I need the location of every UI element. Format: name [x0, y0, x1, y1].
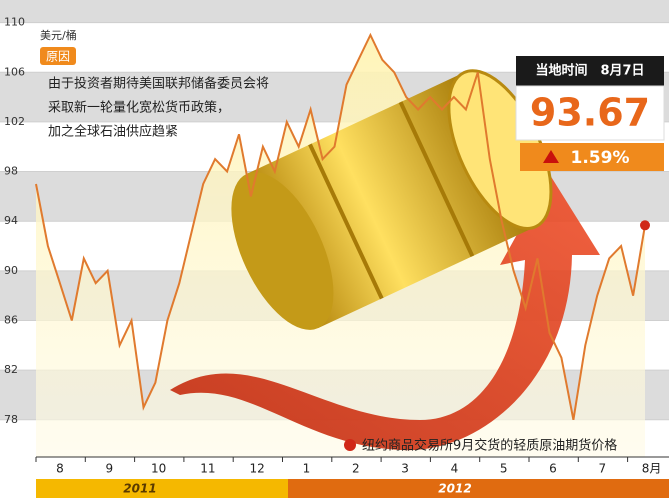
callout-change-box [520, 143, 664, 171]
y-tick-label: 110 [4, 16, 25, 29]
x-tick-label: 2 [352, 462, 360, 476]
x-tick-label: 6 [549, 462, 557, 476]
x-tick-label: 8月 [642, 462, 662, 476]
y-tick-label: 98 [4, 165, 18, 178]
legend-label: 纽约商品交易所9月交货的轻质原油期货价格 [362, 438, 617, 454]
year-label: 2011 [123, 482, 156, 496]
x-tick-label: 3 [401, 462, 409, 476]
x-tick-label: 8 [56, 462, 64, 476]
up-icon [543, 150, 559, 163]
reason-line: 采取新一轮量化宽松货币政策， [48, 100, 230, 116]
legend-marker [344, 439, 356, 451]
x-tick-label: 1 [303, 462, 311, 476]
y-tick-label: 94 [4, 214, 18, 227]
decor-arrow [170, 175, 600, 451]
year-band [36, 479, 288, 498]
decor-barrel [231, 69, 553, 330]
callout-value: 93.67 [530, 91, 650, 135]
end-point [640, 220, 650, 231]
reason-line: 加之全球石油供应趋紧 [48, 124, 178, 140]
reason-tag: 原因 [46, 50, 70, 64]
reason-tag-bg [40, 47, 76, 65]
callout-header [516, 56, 664, 86]
x-tick-label: 10 [151, 462, 166, 476]
x-tick-label: 12 [250, 462, 265, 476]
y-tick-label: 78 [4, 413, 18, 426]
y-tick-label: 102 [4, 115, 25, 128]
x-tick-label: 5 [500, 462, 508, 476]
y-tick-label: 90 [4, 264, 18, 277]
y-unit: 美元/桶 [40, 28, 77, 42]
y-tick-label: 82 [4, 363, 18, 376]
reason-line: 由于投资者期待美国联邦储备委员会将 [48, 76, 269, 92]
callout-box [515, 85, 665, 141]
x-tick-label: 11 [200, 462, 215, 476]
grid-band [0, 0, 669, 23]
year-label: 2012 [438, 482, 471, 496]
x-tick-label: 4 [451, 462, 459, 476]
callout-date: 当地时间 8月7日 [535, 63, 644, 79]
x-tick-label: 7 [598, 462, 606, 476]
y-tick-label: 106 [4, 65, 25, 78]
price-line [35, 32, 646, 420]
x-tick-label: 9 [105, 462, 113, 476]
line-layer [35, 32, 650, 420]
callout-change: 1.59% [571, 148, 630, 168]
year-band [288, 479, 669, 498]
y-tick-label: 86 [4, 313, 18, 326]
